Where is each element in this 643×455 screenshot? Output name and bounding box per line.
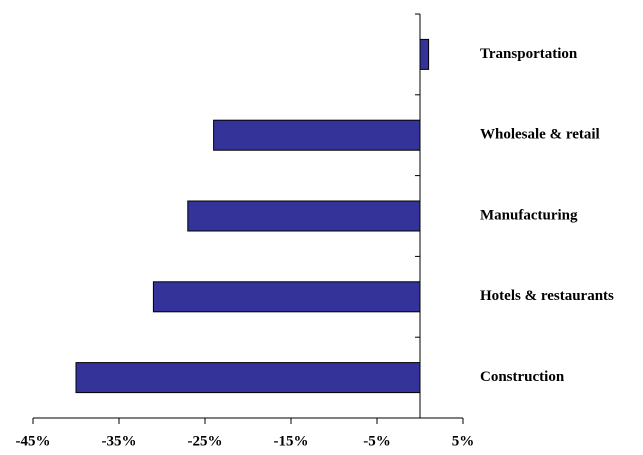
- category-label: Manufacturing: [480, 207, 578, 223]
- bar: [75, 362, 421, 394]
- x-tick-label: -15%: [274, 433, 309, 449]
- bar: [419, 38, 430, 70]
- x-tick-label: -35%: [102, 433, 137, 449]
- bar: [152, 281, 421, 313]
- category-label: Construction: [480, 369, 565, 385]
- category-label: Wholesale & retail: [480, 127, 600, 143]
- x-tick-label: -5%: [363, 433, 391, 449]
- category-label: Hotels & restaurants: [480, 288, 614, 304]
- x-tick-label: -25%: [188, 433, 223, 449]
- x-tick-label: -45%: [16, 433, 51, 449]
- x-tick-label: 5%: [452, 433, 475, 449]
- bar: [213, 119, 421, 151]
- category-label: Transportation: [480, 46, 578, 62]
- bar: [187, 200, 421, 232]
